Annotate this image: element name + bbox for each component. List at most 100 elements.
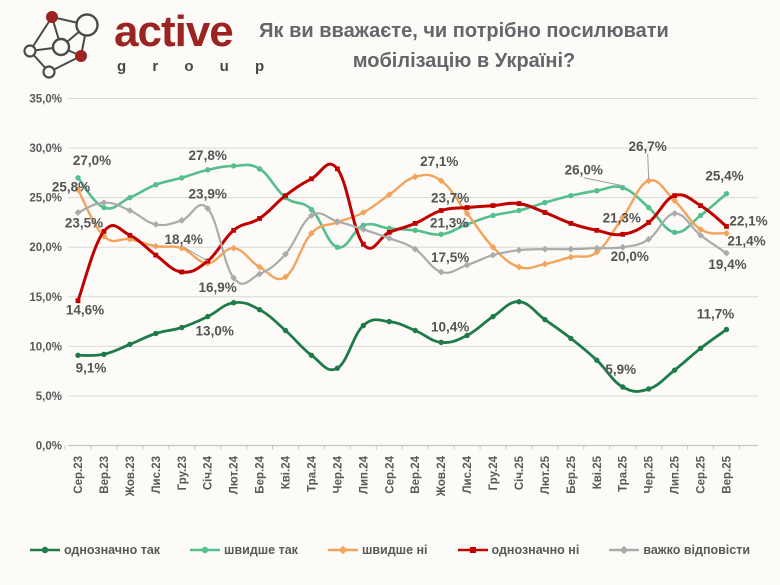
data-point-marker xyxy=(463,261,471,269)
data-point-marker xyxy=(645,204,652,211)
data-point-marker xyxy=(620,384,626,390)
data-point-marker xyxy=(334,244,341,250)
x-tick-label: Жов.23 xyxy=(125,456,137,497)
data-label: 14,6% xyxy=(66,303,104,318)
data-point-marker xyxy=(671,229,678,236)
data-point-marker xyxy=(75,175,81,181)
x-tick-label: Тра.25 xyxy=(618,455,630,492)
data-point-marker xyxy=(697,212,704,219)
x-tick-label: Чер.25 xyxy=(644,455,656,493)
data-point-marker xyxy=(282,273,289,281)
chart-legend: однозначно так швидше так швидше ні однозна… xyxy=(0,543,780,557)
data-point-marker xyxy=(75,298,81,304)
data-point-marker xyxy=(179,269,185,275)
data-point-marker xyxy=(490,203,496,208)
data-point-marker xyxy=(412,221,418,226)
data-point-marker xyxy=(153,252,159,258)
data-point-marker xyxy=(152,221,160,228)
data-point-marker xyxy=(256,166,263,172)
data-label: 18,4% xyxy=(165,232,203,247)
series-4 xyxy=(74,199,730,285)
data-point-marker xyxy=(360,222,367,229)
logo-network-icon xyxy=(23,11,99,79)
legend-marker-icon xyxy=(609,545,640,555)
y-tick-label: 10,0% xyxy=(29,341,62,353)
data-point-marker xyxy=(359,209,367,216)
data-point-marker xyxy=(620,185,626,191)
x-tick-label: Бер.25 xyxy=(566,455,578,493)
x-tick-label: Гру.23 xyxy=(177,456,189,490)
data-point-marker xyxy=(671,197,679,204)
x-tick-label: Лип.24 xyxy=(358,455,370,494)
data-point-marker xyxy=(620,231,626,237)
legend-marker-icon xyxy=(327,545,358,555)
data-point-marker xyxy=(178,244,186,252)
data-point-marker xyxy=(645,177,653,185)
series-line-2 xyxy=(76,173,728,281)
data-point-marker xyxy=(697,345,704,352)
data-point-marker xyxy=(593,244,601,252)
data-label: 25,4% xyxy=(705,169,743,184)
active-group-logo: active g r o u p xyxy=(18,4,275,80)
data-point-marker xyxy=(645,386,652,392)
data-point-marker xyxy=(516,207,522,214)
data-point-marker xyxy=(179,175,185,181)
data-point-marker xyxy=(359,225,367,233)
data-point-marker xyxy=(386,225,392,232)
data-point-marker xyxy=(153,330,159,337)
logo-brand: active xyxy=(114,7,234,56)
data-point-marker xyxy=(542,199,548,206)
legend-label-3: однозначно ні xyxy=(491,543,580,557)
data-point-marker xyxy=(411,173,419,181)
data-point-marker xyxy=(671,367,678,373)
legend-marker-icon xyxy=(29,546,60,554)
chart-area: 0,0% 5,0% 10,0% 15,0% 20,0% 25,0% 30,0% 35,0% Се… xyxy=(0,88,780,548)
x-tick-label: Тра.24 xyxy=(306,455,318,492)
data-label: 27,1% xyxy=(420,154,458,169)
data-point-marker xyxy=(205,258,211,264)
data-point-marker xyxy=(542,316,548,323)
data-point-marker xyxy=(205,167,211,173)
x-tick-label: Лют.25 xyxy=(540,455,552,494)
legend-marker-icon xyxy=(190,546,221,554)
data-point-marker xyxy=(438,231,444,238)
data-point-marker xyxy=(74,186,82,194)
legend-item-0: однозначно так xyxy=(29,543,160,557)
data-point-marker xyxy=(308,229,315,237)
data-point-marker xyxy=(567,253,575,261)
data-point-marker xyxy=(230,300,237,306)
data-point-marker xyxy=(309,176,314,182)
data-label: 11,7% xyxy=(697,306,735,321)
data-label: 10,4% xyxy=(431,319,469,334)
y-tick-label: 25,0% xyxy=(29,193,62,205)
x-tick-label: Сер.24 xyxy=(384,455,396,493)
x-tick-label: Лип.25 xyxy=(670,455,682,494)
data-point-marker xyxy=(594,227,600,233)
data-point-marker xyxy=(542,210,548,215)
data-point-marker xyxy=(205,313,211,320)
data-point-marker xyxy=(463,210,471,217)
logo-text: active g r o u p xyxy=(114,4,275,76)
data-point-marker xyxy=(334,365,341,371)
data-point-marker xyxy=(723,229,730,237)
data-point-marker xyxy=(645,235,653,243)
data-label: 17,5% xyxy=(431,250,469,265)
data-label: 26,0% xyxy=(565,163,603,178)
data-point-marker xyxy=(101,351,107,357)
legend-item-3: однозначно ні xyxy=(457,543,580,557)
data-labels: 9,1% 13,0% 10,4% 5,9% 11,7% 27,0% 27,8% 21,3% 26… xyxy=(52,139,768,377)
data-point-marker xyxy=(126,207,134,214)
data-point-marker xyxy=(723,326,730,333)
data-point-marker xyxy=(230,274,238,282)
data-point-marker xyxy=(619,243,627,251)
data-label: 21,3% xyxy=(430,215,468,230)
data-point-marker xyxy=(412,327,418,334)
data-label: 23,9% xyxy=(189,187,227,202)
data-point-marker xyxy=(178,217,186,224)
data-point-marker xyxy=(594,357,600,363)
label-leader-line xyxy=(647,153,650,179)
data-point-marker xyxy=(567,245,575,253)
data-point-marker xyxy=(127,341,133,348)
data-label: 25,8% xyxy=(52,180,90,195)
